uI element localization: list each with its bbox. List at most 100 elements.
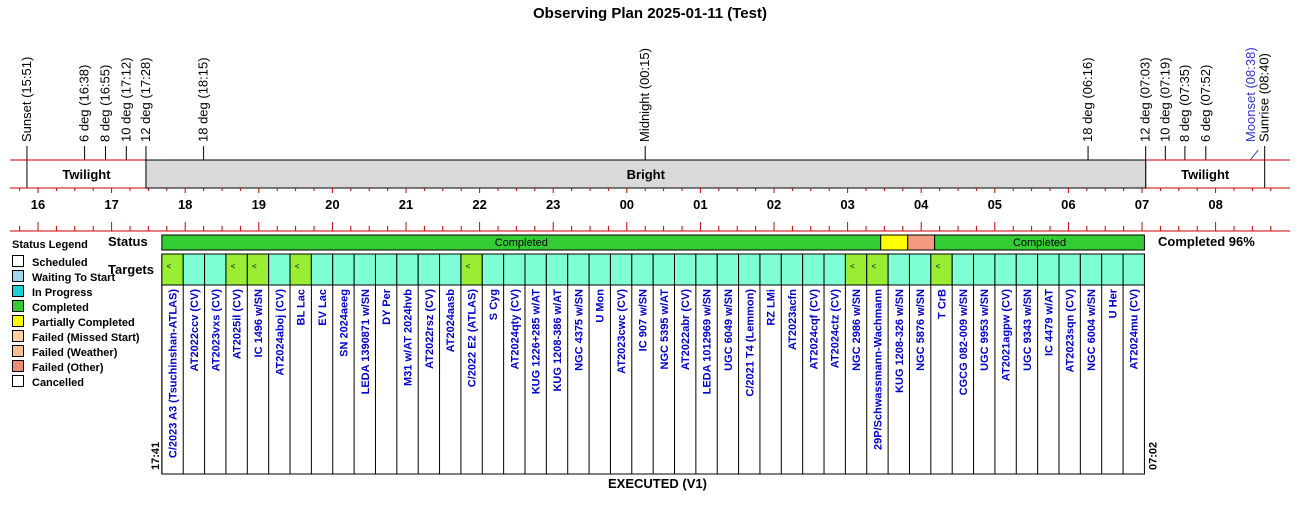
hour-tick-label: 08 (1208, 197, 1222, 212)
legend-label: Completed (32, 302, 89, 314)
target-cell (524, 253, 547, 286)
executed-label: EXECUTED (V1) (608, 476, 707, 491)
event-label: 10 deg (17:12) (118, 57, 133, 142)
target-cell (545, 253, 569, 286)
target-name: RZ LMi (766, 289, 778, 326)
event-label: 6 deg (16:38) (77, 65, 92, 142)
event-label: 18 deg (18:15) (196, 57, 211, 142)
target-cell (417, 253, 441, 286)
target-name: NGC 4375 w/SN (573, 289, 585, 371)
legend-item: Completed (12, 300, 89, 314)
legend-item: Failed (Other) (12, 360, 104, 374)
target-cell (225, 253, 248, 286)
target-name: LEDA 1390871 w/SN (360, 289, 372, 394)
event-label: 12 deg (17:28) (138, 57, 153, 142)
target-name: M31 w/AT 2024hvb (403, 289, 415, 386)
event-label: Midnight (00:15) (637, 48, 652, 142)
target-name: AT2021agpw (CV) (1001, 289, 1013, 381)
legend-label: In Progress (32, 287, 93, 299)
completed-marker: < (850, 262, 855, 271)
target-cell (204, 253, 227, 286)
target-cell (1058, 253, 1081, 286)
target-cell (652, 253, 676, 286)
events-layer: Sunset (15:51) 6 deg (16:38) 8 deg (16:55)… (19, 47, 1272, 188)
legend-label: Scheduled (32, 257, 88, 269)
target-name: IC 907 w/SN (637, 289, 649, 351)
target-name: KUG 1208-386 w/AT (552, 289, 564, 392)
target-cell (973, 253, 996, 286)
hour-tick-label: 01 (693, 197, 707, 212)
target-cell (674, 253, 697, 286)
target-cell (951, 253, 975, 286)
hour-tick-label: 16 (31, 197, 45, 212)
legend-item: Partially Completed (12, 315, 135, 329)
completed-percentage: Completed 96% (1158, 234, 1255, 249)
target-cell (396, 253, 419, 286)
target-name: T CrB (937, 289, 949, 319)
legend-item: Waiting To Start (12, 270, 115, 284)
band-label-twilight: Twilight (62, 167, 111, 182)
event-label: 8 deg (16:55) (97, 65, 112, 142)
target-cell (1079, 253, 1103, 286)
status-segment-label: Completed (1013, 237, 1066, 249)
legend-swatch (12, 330, 24, 342)
target-cell (780, 253, 804, 286)
hour-tick-label: 02 (767, 197, 781, 212)
target-cell (609, 253, 633, 286)
target-cell (310, 253, 334, 286)
completed-marker: < (466, 262, 471, 271)
target-cell (994, 253, 1017, 286)
legend-label: Failed (Missed Start) (32, 332, 140, 344)
legend-swatch (12, 255, 24, 267)
target-name: C/2021 T4 (Lemmon) (744, 289, 756, 397)
completed-marker: < (871, 262, 876, 271)
target-name: LEDA 1012969 w/SN (702, 289, 714, 394)
target-cell (353, 253, 376, 286)
hour-tick-label: 06 (1061, 197, 1075, 212)
band-label-twilight: Twilight (1181, 167, 1230, 182)
legend-label: Waiting To Start (32, 272, 116, 284)
target-name: KUG 1208-326 w/SN (894, 289, 906, 393)
hour-tick-label: 17 (104, 197, 118, 212)
legend-label: Cancelled (32, 377, 84, 389)
target-name: AT2024ctz (CV) (830, 289, 842, 369)
completed-marker: < (935, 262, 940, 271)
target-cell (374, 253, 398, 286)
target-cell (567, 253, 590, 286)
status-bar-layer: Completed Completed (161, 234, 1145, 251)
target-name: AT2022abr (CV) (680, 289, 692, 370)
status-row-label: Status (108, 234, 148, 249)
event-label: 10 deg (07:19) (1157, 57, 1172, 142)
target-name: AT2023acfn (787, 289, 799, 350)
target-name: AT2024aasb (445, 289, 457, 353)
target-cell (823, 253, 846, 286)
event-label: Sunset (15:51) (19, 57, 34, 142)
target-name: NGC 2986 w/SN (851, 289, 863, 371)
band-label-bright: Bright (627, 167, 666, 182)
target-cell (161, 253, 184, 286)
hour-tick-label: 00 (620, 197, 634, 212)
legend-label: Failed (Weather) (32, 347, 118, 359)
target-cell (887, 253, 910, 286)
legend-swatch (12, 300, 24, 312)
target-name: 29P/Schwassmann-Wachmann (872, 289, 884, 450)
target-cell (332, 253, 355, 286)
target-cell (695, 253, 718, 286)
target-name: IC 4479 w/AT (1043, 289, 1055, 356)
target-name: U Her (1107, 288, 1119, 318)
event-label: Sunrise (08:40) (1257, 53, 1272, 142)
target-name: AT2024mu (CV) (1129, 289, 1141, 370)
target-name: NGC 5395 w/AT (659, 289, 671, 370)
target-cell (439, 253, 462, 286)
target-name: AT2025il (CV) (232, 289, 244, 359)
hour-tick-label: 23 (546, 197, 560, 212)
bright-band (145, 159, 1147, 189)
start-time-label: 17:41 (150, 442, 162, 470)
target-cell (1015, 253, 1039, 286)
target-name: CGCG 082-009 w/SN (958, 289, 970, 395)
target-cell (588, 253, 611, 286)
target-name: AT2022ccv (CV) (189, 289, 201, 372)
legend-item: Scheduled (12, 255, 88, 269)
status-segment-failed (907, 234, 936, 251)
target-cell (1101, 253, 1124, 286)
